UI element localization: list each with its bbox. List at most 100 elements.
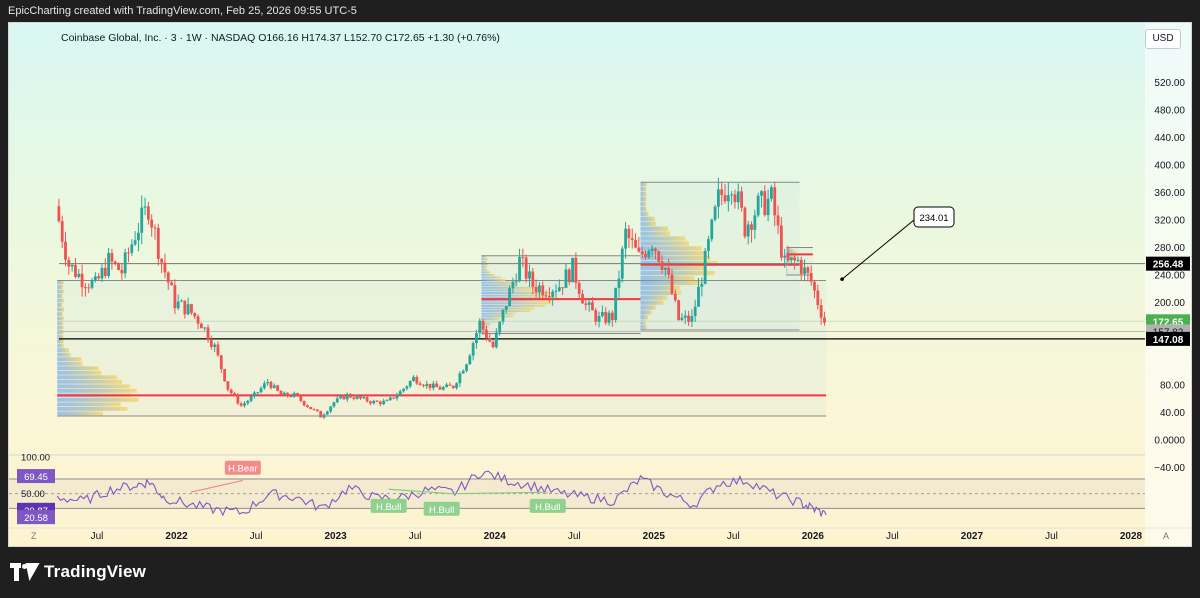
volume-profile-row xyxy=(481,304,546,307)
candle-body xyxy=(150,219,154,228)
time-tick-label: 2028 xyxy=(1120,531,1143,542)
candle-body xyxy=(213,344,217,348)
chart-attribution: EpicCharting created with TradingView.co… xyxy=(0,0,1200,22)
candle-body xyxy=(266,381,270,384)
candle-body xyxy=(561,287,565,289)
candle-body xyxy=(465,364,468,371)
candle-body xyxy=(180,300,183,302)
volume-profile-row xyxy=(640,192,647,197)
bull-divergence-line xyxy=(388,488,452,495)
candle-body xyxy=(286,392,289,396)
volume-profile-row xyxy=(640,265,708,271)
volume-profile-row xyxy=(640,280,701,286)
price-tick-label: 240.00 xyxy=(1154,271,1185,282)
candle-body xyxy=(703,250,707,284)
candle-body xyxy=(93,276,97,281)
candle-body xyxy=(557,287,561,291)
volume-profile-row xyxy=(57,411,104,416)
candle-body xyxy=(369,401,372,404)
candle-body xyxy=(627,228,631,239)
volume-profile-row xyxy=(57,370,102,375)
time-tick-label: Jul xyxy=(568,531,581,542)
volume-profile-row xyxy=(481,315,514,318)
volume-profile-row xyxy=(640,251,708,256)
candle-body xyxy=(173,285,177,309)
zoom-left-label[interactable]: Z xyxy=(31,531,37,541)
candle-body xyxy=(468,355,472,365)
volume-profile-row xyxy=(640,182,647,187)
candle-body xyxy=(392,397,396,399)
candle-body xyxy=(209,340,213,348)
candle-body xyxy=(581,294,584,304)
volume-profile-row xyxy=(481,258,488,261)
candle-body xyxy=(292,393,296,397)
candle-body xyxy=(630,238,634,240)
candle-body xyxy=(133,240,137,245)
volume-profile-row xyxy=(640,285,680,290)
candle-body xyxy=(315,409,319,412)
candle-body xyxy=(723,195,727,202)
price-tick-label: 520.00 xyxy=(1154,78,1185,89)
candle-body xyxy=(166,272,170,283)
candle-body xyxy=(107,253,110,276)
volume-profile-row xyxy=(57,375,118,380)
candle-body xyxy=(183,300,187,315)
candle-body xyxy=(117,263,120,271)
volume-profile-row xyxy=(57,289,64,294)
candle-body xyxy=(87,287,91,289)
volume-profile-row xyxy=(481,284,519,287)
price-tick-label: 80.00 xyxy=(1160,381,1185,392)
candle-body xyxy=(123,252,127,274)
candle-body xyxy=(660,261,664,270)
volume-profile-row xyxy=(481,263,488,266)
candle-body xyxy=(422,385,425,387)
candle-body xyxy=(640,251,644,255)
annotation-box xyxy=(913,206,955,228)
candle-body xyxy=(289,395,293,397)
volume-profile-row xyxy=(640,236,686,241)
candle-body xyxy=(375,400,379,402)
volume-profile-row xyxy=(640,226,669,231)
candle-body xyxy=(779,225,783,258)
price-scale-area[interactable] xyxy=(1145,23,1192,547)
volume-profile-row xyxy=(481,279,506,282)
candle-body xyxy=(415,376,419,384)
candle-body xyxy=(534,286,538,293)
candle-body xyxy=(97,276,101,279)
volume-profile-row xyxy=(786,270,788,272)
candle-body xyxy=(77,273,81,277)
price-tick-label: 320.00 xyxy=(1154,216,1185,227)
candle-body xyxy=(789,257,793,261)
time-tick-label: 2023 xyxy=(324,531,347,542)
candle-body xyxy=(614,287,618,320)
price-tick-label: 0.0000 xyxy=(1154,436,1185,447)
candle-body xyxy=(667,267,671,275)
price-candles xyxy=(57,177,826,419)
volume-profile-row xyxy=(786,264,788,265)
symbol-info: Coinbase Global, Inc. · 3 · 1W · NASDAQ … xyxy=(61,32,500,44)
candle-body xyxy=(740,191,743,208)
auto-scale-label[interactable]: A xyxy=(1163,531,1169,541)
candle-body xyxy=(130,244,134,253)
candle-body xyxy=(226,381,230,390)
candle-body xyxy=(514,281,518,283)
divergence-label-bg xyxy=(224,460,261,475)
candle-body xyxy=(418,383,422,386)
candle-body xyxy=(607,312,611,323)
candle-body xyxy=(146,206,150,220)
volume-profile-row xyxy=(640,246,702,251)
currency-button[interactable]: USD xyxy=(1145,29,1181,49)
candle-body xyxy=(485,329,488,339)
candle-body xyxy=(521,256,525,258)
candle-body xyxy=(103,267,107,276)
volume-profile-row xyxy=(57,330,64,335)
candle-body xyxy=(750,224,753,230)
volume-profile-row xyxy=(640,325,647,330)
candle-body xyxy=(531,271,535,287)
volume-profile-row xyxy=(786,271,788,273)
volume-profile-row xyxy=(481,323,491,326)
volume-profile-row xyxy=(481,289,532,292)
candle-body xyxy=(408,381,412,387)
